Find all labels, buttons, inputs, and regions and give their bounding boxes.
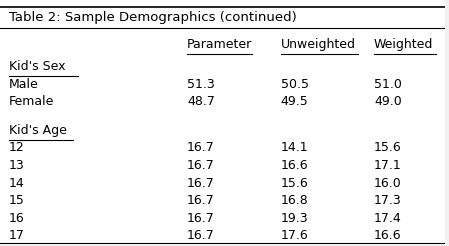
- Text: Table 2: Sample Demographics (continued): Table 2: Sample Demographics (continued): [9, 11, 297, 24]
- Text: 16.0: 16.0: [374, 177, 402, 189]
- Text: 50.5: 50.5: [281, 78, 308, 91]
- Text: 17: 17: [9, 230, 25, 243]
- Text: 14.1: 14.1: [281, 141, 308, 154]
- Text: 15: 15: [9, 194, 25, 207]
- Text: 16.7: 16.7: [187, 230, 215, 243]
- Text: 16.7: 16.7: [187, 141, 215, 154]
- Text: 16.7: 16.7: [187, 159, 215, 172]
- Text: Weighted: Weighted: [374, 38, 433, 51]
- Text: 51.3: 51.3: [187, 78, 215, 91]
- Text: Parameter: Parameter: [187, 38, 252, 51]
- Text: Unweighted: Unweighted: [281, 38, 356, 51]
- Text: Kid's Sex: Kid's Sex: [9, 60, 66, 73]
- Text: 16.7: 16.7: [187, 212, 215, 225]
- Text: 16.6: 16.6: [374, 230, 402, 243]
- Text: 17.1: 17.1: [374, 159, 402, 172]
- Text: 17.6: 17.6: [281, 230, 308, 243]
- Text: 15.6: 15.6: [374, 141, 402, 154]
- Text: 19.3: 19.3: [281, 212, 308, 225]
- Text: 51.0: 51.0: [374, 78, 402, 91]
- Text: Male: Male: [9, 78, 39, 91]
- Text: 16.8: 16.8: [281, 194, 308, 207]
- Text: 17.3: 17.3: [374, 194, 402, 207]
- Text: 12: 12: [9, 141, 25, 154]
- Text: 13: 13: [9, 159, 25, 172]
- Text: 49.0: 49.0: [374, 95, 402, 108]
- Text: Female: Female: [9, 95, 54, 108]
- Text: 15.6: 15.6: [281, 177, 308, 189]
- Text: 14: 14: [9, 177, 25, 189]
- Text: 49.5: 49.5: [281, 95, 308, 108]
- Text: 16.7: 16.7: [187, 177, 215, 189]
- Text: 17.4: 17.4: [374, 212, 402, 225]
- Text: 16: 16: [9, 212, 25, 225]
- Text: 48.7: 48.7: [187, 95, 215, 108]
- Text: 16.7: 16.7: [187, 194, 215, 207]
- Text: 16.6: 16.6: [281, 159, 308, 172]
- Text: Kid's Age: Kid's Age: [9, 123, 67, 137]
